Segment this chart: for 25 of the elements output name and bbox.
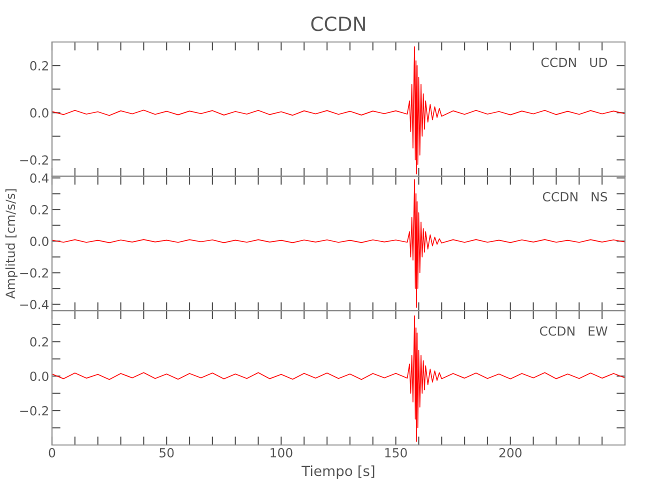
y-tick-label: −0.2 [20,268,48,278]
y-tick-label: 0.0 [30,236,48,246]
annotation: CCDN EW [540,326,608,336]
x-tick-label: 0 [48,448,56,458]
y-tick-label: 0.2 [30,337,48,347]
y-tick-label: 0.0 [30,108,48,118]
y-tick-label: 0.4 [30,173,49,183]
y-axis-title: Amplitud [cm/s/s] [5,189,18,299]
y-tick-label: −0.2 [20,406,48,416]
y-tick-label: 0.0 [30,372,48,382]
x-tick-label: 200 [499,448,522,458]
x-tick-label: 50 [160,448,174,458]
x-axis-title: Tiempo [s] [302,465,374,479]
annotation: CCDN NS [542,192,608,202]
y-tick-label: 0.2 [30,204,48,214]
y-tick-label: −0.2 [20,155,48,165]
y-tick-label: −0.4 [20,300,49,310]
x-tick-label: 100 [270,448,292,458]
x-tick-label: 150 [385,448,407,458]
line-series [52,315,625,442]
y-tick-label: 0.2 [30,61,48,70]
line-series [52,46,625,174]
chart-title: CCDN [311,16,365,32]
line-series [52,179,625,308]
annotation: CCDN UD [541,58,608,68]
